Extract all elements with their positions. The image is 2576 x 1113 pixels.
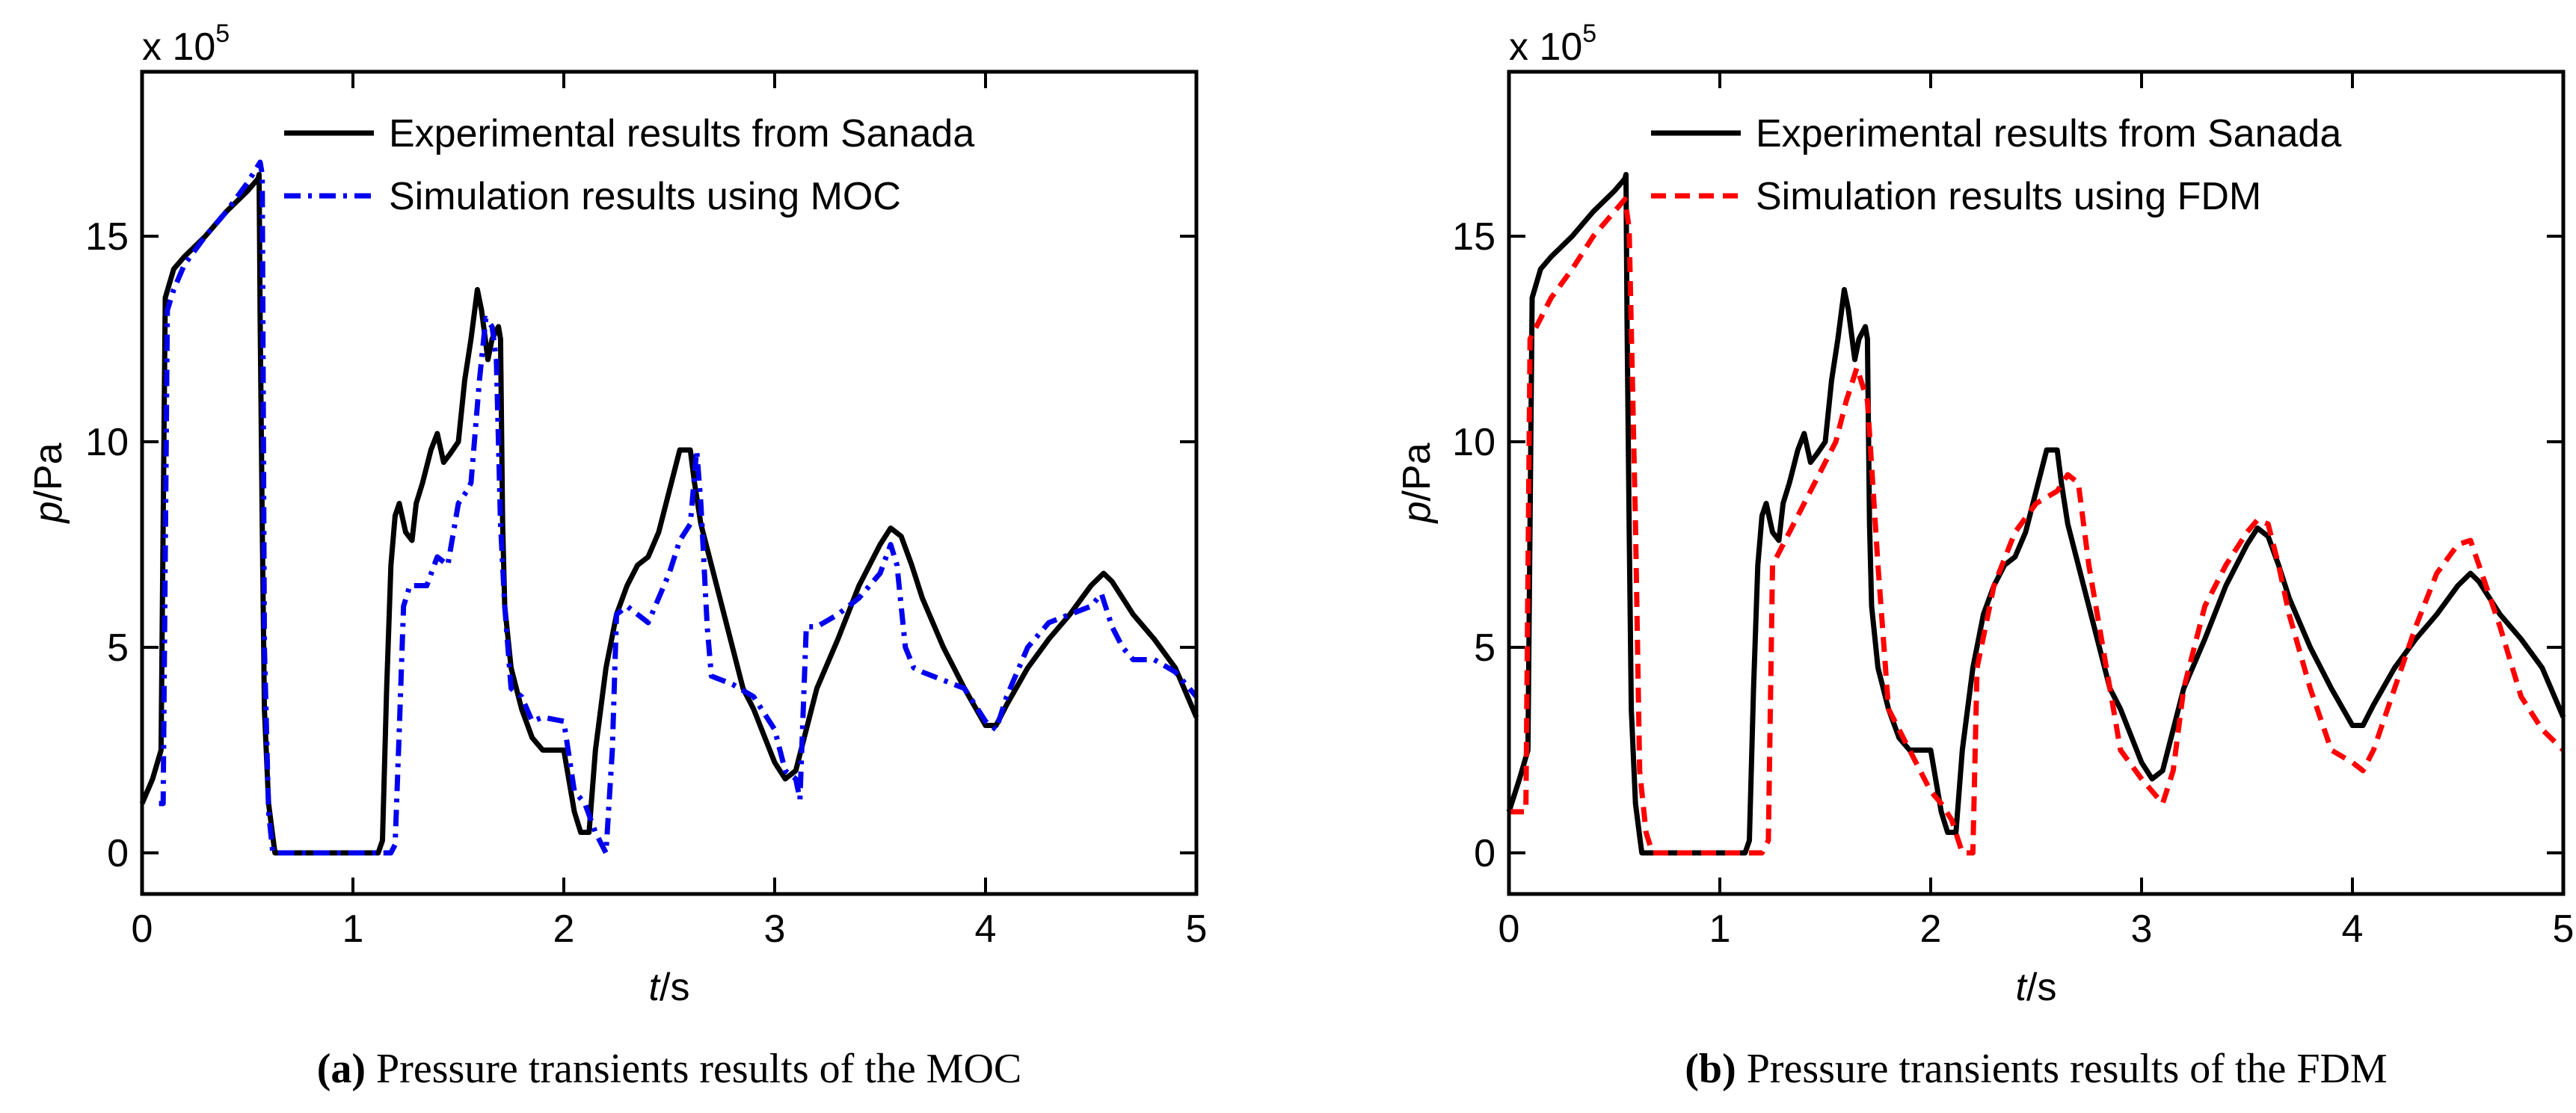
caption: (b) Pressure transients results of the F… — [1685, 1046, 2387, 1092]
y-tick-label: 0 — [1474, 832, 1496, 875]
series-line-simulation — [1509, 197, 2566, 856]
x-tick-label: 0 — [1498, 907, 1520, 951]
y-tick-label: 10 — [85, 421, 129, 464]
x-tick-label: 1 — [342, 907, 364, 951]
x-tick-label: 1 — [1709, 907, 1731, 951]
series-line-experimental — [1506, 172, 2566, 856]
legend-label-experimental: Experimental results from Sanada — [389, 112, 974, 155]
ticks: 0 1 2 3 4 5 0 5 10 15 — [85, 72, 1207, 951]
panel-a: x 105 0 1 2 3 4 5 0 5 10 15 t/s p/Pa Experimental… — [27, 19, 1207, 1092]
plot-frame — [140, 70, 1199, 896]
x-tick-label: 2 — [1920, 907, 1942, 951]
x-tick-label: 0 — [132, 907, 153, 951]
x-tick-label: 3 — [2131, 907, 2153, 951]
x-tick-label: 5 — [2553, 907, 2575, 951]
y-multiplier: x 105 — [1509, 19, 1596, 69]
x-tick-label: 5 — [1186, 907, 1208, 951]
series-line-experimental — [139, 172, 1199, 856]
plot-lines — [1506, 172, 2566, 856]
y-tick-label: 5 — [107, 626, 129, 670]
ticks: 0 1 2 3 4 5 0 5 10 15 — [1452, 72, 2574, 951]
x-axis-label: t/s — [649, 966, 690, 1009]
y-tick-label: 5 — [1474, 626, 1496, 670]
legend-label-moc: Simulation results using MOC — [389, 175, 901, 218]
y-tick-label: 15 — [1452, 215, 1496, 259]
legend: Experimental results from Sanada Simulat… — [284, 112, 974, 218]
x-axis-label: t/s — [2016, 966, 2057, 1009]
legend-label-experimental: Experimental results from Sanada — [1756, 112, 2341, 155]
x-tick-label: 3 — [764, 907, 786, 951]
series-line-simulation — [159, 159, 1199, 856]
plot-lines — [139, 159, 1199, 856]
x-tick-label: 4 — [2342, 907, 2364, 951]
y-axis-label: p/Pa — [27, 443, 70, 524]
x-tick-label: 4 — [975, 907, 997, 951]
plot-frame — [1507, 70, 2566, 896]
caption: (a) Pressure transients results of the M… — [317, 1046, 1022, 1092]
panel-b: x 105 0 1 2 3 4 5 0 5 10 15 t/s p/Pa Experimental… — [1395, 19, 2574, 1092]
legend-label-fdm: Simulation results using FDM — [1756, 175, 2261, 218]
y-tick-label: 15 — [85, 215, 129, 259]
y-tick-label: 10 — [1452, 421, 1496, 464]
y-multiplier: x 105 — [142, 19, 230, 69]
y-tick-label: 0 — [107, 832, 129, 875]
x-tick-label: 2 — [553, 907, 575, 951]
legend: Experimental results from Sanada Simulat… — [1651, 112, 2341, 218]
y-axis-label: p/Pa — [1395, 443, 1439, 524]
